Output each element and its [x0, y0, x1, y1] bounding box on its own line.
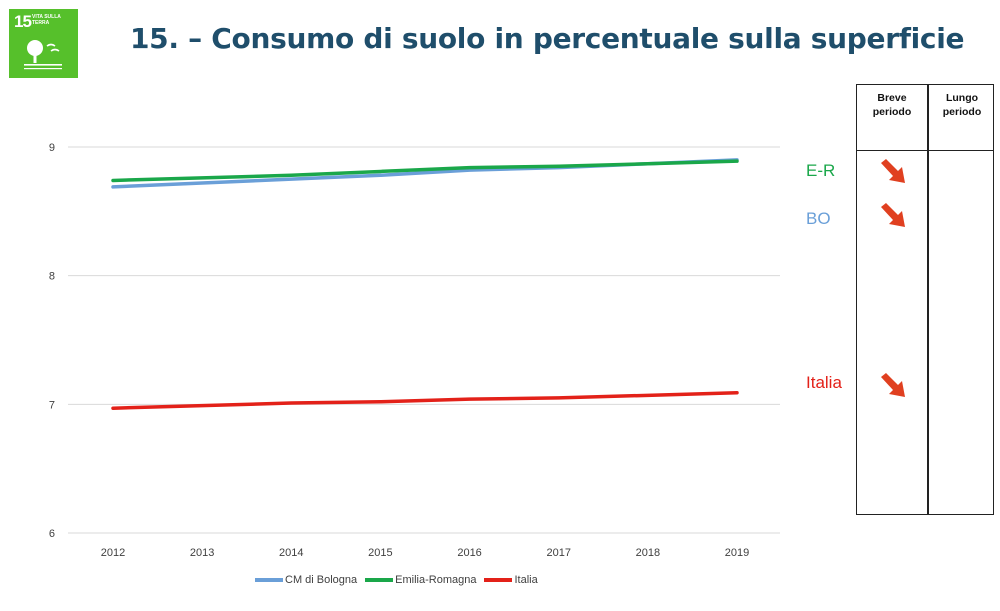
- legend-item: Emilia-Romagna: [365, 574, 476, 586]
- legend-label: Italia: [514, 574, 538, 586]
- legend-label: CM di Bologna: [285, 574, 358, 586]
- legend-swatch: [365, 578, 394, 582]
- y-tick-label: 7: [49, 399, 55, 411]
- y-tick-label: 8: [49, 271, 55, 283]
- arrow-down-right-icon: [881, 203, 905, 227]
- x-tick-label: 2017: [546, 547, 570, 559]
- x-tick-label: 2013: [190, 547, 214, 559]
- arrow-down-right-icon: [881, 373, 905, 397]
- page-title: 15. – Consumo di suolo in percentuale su…: [130, 22, 965, 55]
- x-tick-label: 2016: [457, 547, 481, 559]
- sdg-badge: 15 VITA SULLA TERRA: [9, 9, 78, 78]
- trend-table-divider: [927, 85, 929, 514]
- y-tick-label: 9: [49, 142, 55, 154]
- x-tick-label: 2019: [725, 547, 749, 559]
- sdg-label: VITA SULLA TERRA: [32, 14, 61, 26]
- legend-swatch: [484, 578, 513, 582]
- x-tick-label: 2015: [368, 547, 392, 559]
- series-line-2: [111, 391, 739, 410]
- chart-legend: CM di Bologna Emilia-Romagna Italia: [255, 572, 546, 588]
- y-tick-label: 6: [49, 528, 55, 540]
- tree-icon: [24, 40, 62, 70]
- x-tick-label: 2018: [636, 547, 660, 559]
- x-tick-label: 2012: [101, 547, 125, 559]
- region-label-italia: Italia: [806, 373, 842, 392]
- series-line-1: [111, 159, 739, 183]
- line-chart: 6 7 8 9 2012 2013 2014 2015 2016 2017 2018 2019: [49, 142, 780, 559]
- legend-label: Emilia-Romagna: [395, 574, 477, 586]
- col-head-breve-periodo: Breve periodo: [872, 92, 912, 118]
- sdg-number: 15: [14, 12, 32, 31]
- legend-item: Italia: [484, 574, 538, 586]
- region-label-bo: BO: [806, 209, 831, 228]
- legend-item: CM di Bologna: [255, 574, 357, 586]
- legend-swatch: [255, 578, 283, 582]
- col-head-lungo-periodo: Lungo periodo: [942, 92, 982, 118]
- arrow-down-right-icon: [881, 159, 905, 183]
- region-label-er: E-R: [806, 161, 836, 180]
- x-tick-label: 2014: [279, 547, 303, 559]
- trend-table-header: [857, 85, 993, 151]
- trend-table: Breve periodo Lungo periodo: [856, 84, 994, 515]
